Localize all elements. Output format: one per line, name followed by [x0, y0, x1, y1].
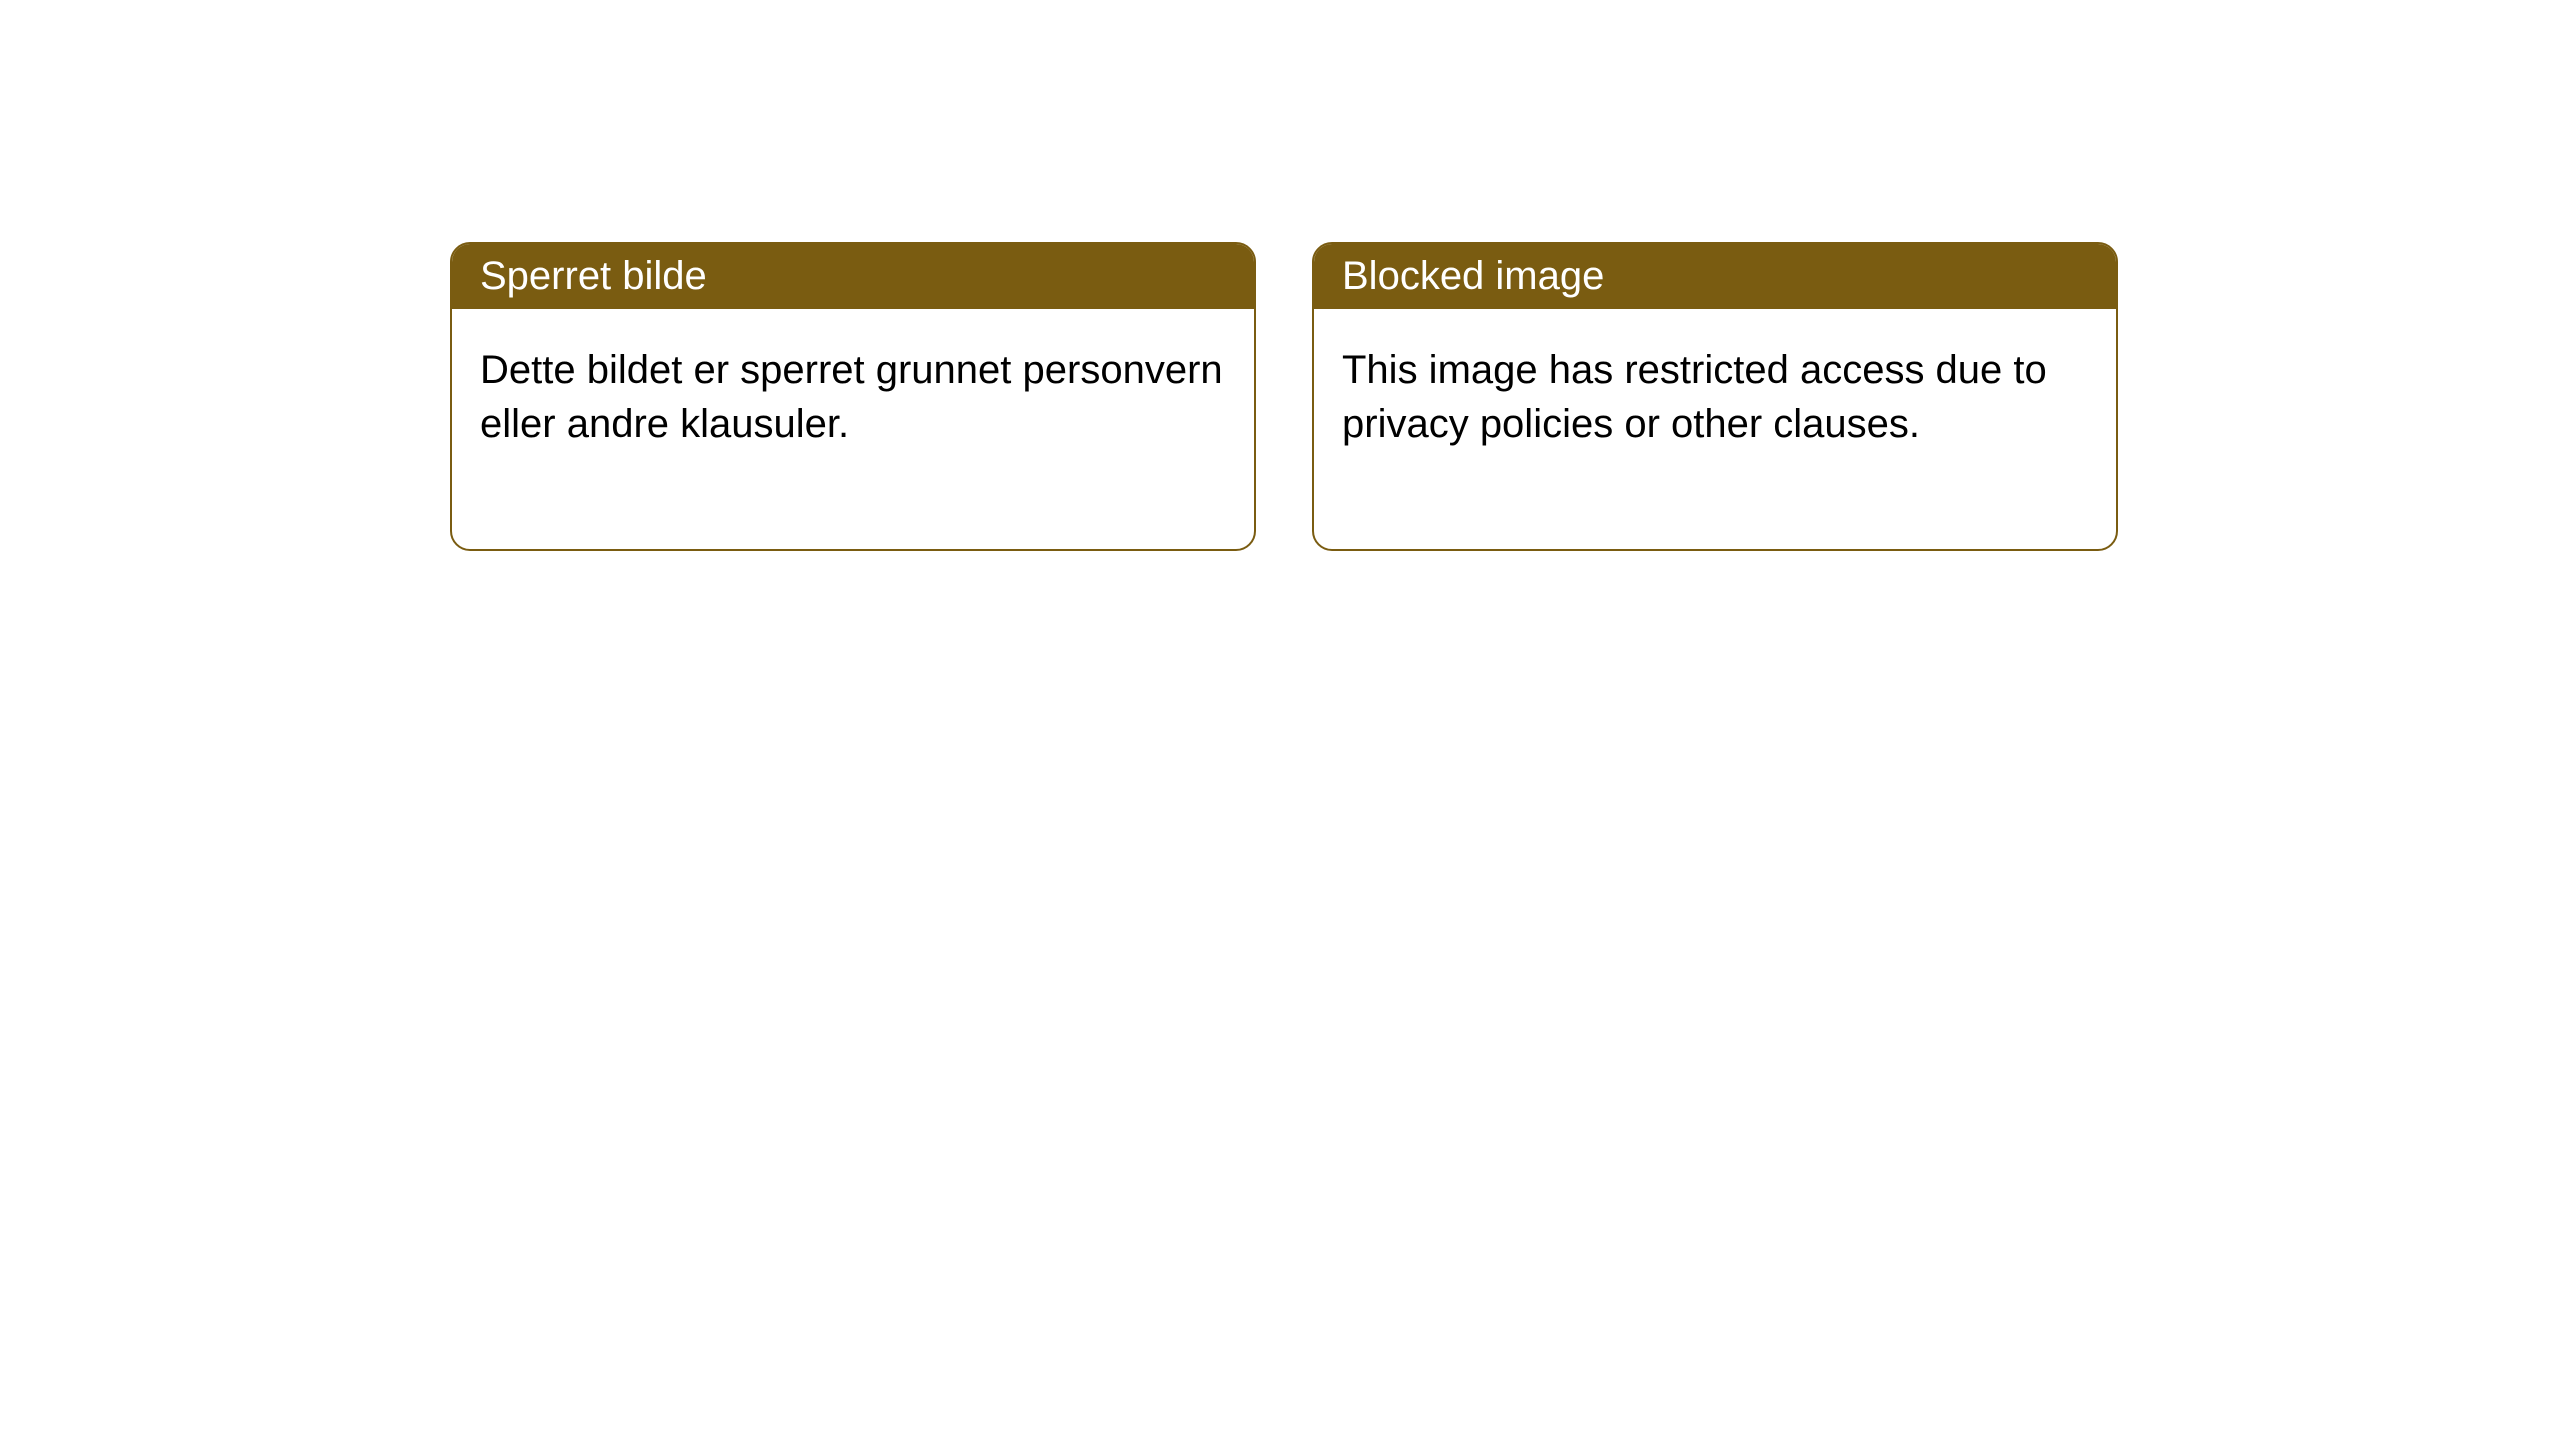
card-body: This image has restricted access due to … [1314, 309, 2116, 549]
notice-container: Sperret bilde Dette bildet er sperret gr… [450, 242, 2118, 551]
card-body-text: This image has restricted access due to … [1342, 348, 2047, 446]
card-title: Blocked image [1342, 254, 1604, 298]
card-header: Sperret bilde [452, 244, 1254, 309]
card-body: Dette bildet er sperret grunnet personve… [452, 309, 1254, 549]
card-body-text: Dette bildet er sperret grunnet personve… [480, 348, 1223, 446]
card-title: Sperret bilde [480, 254, 707, 298]
notice-card-english: Blocked image This image has restricted … [1312, 242, 2118, 551]
notice-card-norwegian: Sperret bilde Dette bildet er sperret gr… [450, 242, 1256, 551]
card-header: Blocked image [1314, 244, 2116, 309]
